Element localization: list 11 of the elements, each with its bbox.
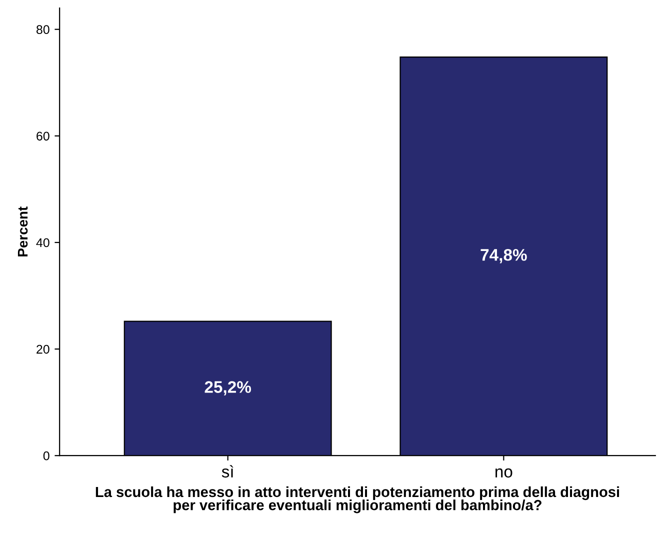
y-tick-label: 40	[36, 238, 50, 248]
y-tick-label: 60	[36, 132, 50, 141]
y-tick-label: 20	[36, 344, 50, 354]
data-label: 74,8%	[480, 249, 527, 264]
x-tick-label: no	[496, 468, 512, 478]
y-axis-title: Percent	[18, 206, 28, 256]
x-tick-label: sì	[222, 465, 234, 478]
data-label: 25,2%	[204, 381, 252, 396]
y-tick-label: 0	[43, 451, 50, 460]
y-tick-label: 80	[36, 25, 50, 34]
x-axis-title: La scuola ha messo in atto interventi di potenziamento prima della diagnosi per verificare eventuali miglioramenti del bambino/a?	[96, 486, 620, 514]
